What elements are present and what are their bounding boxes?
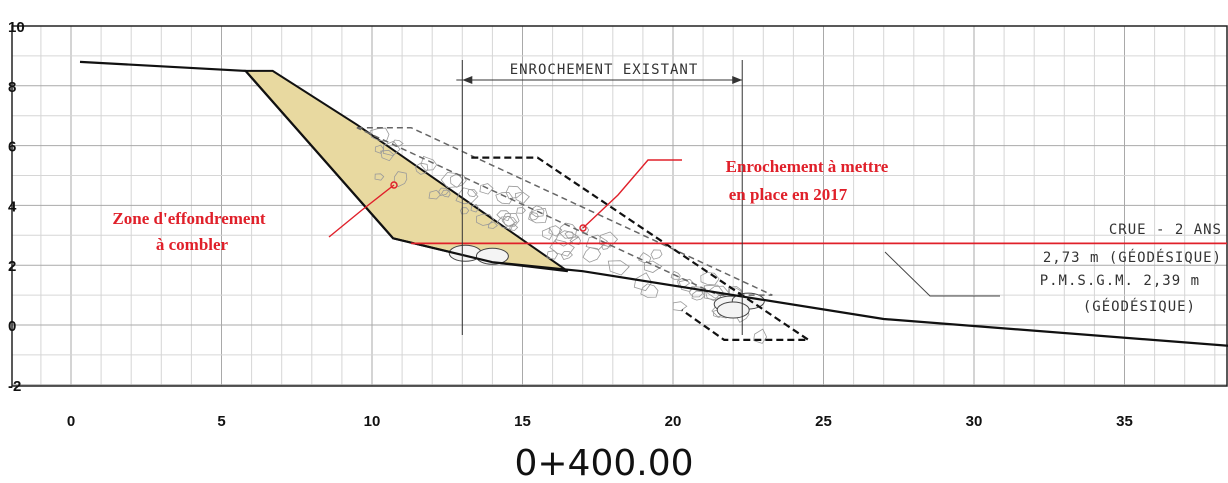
rock xyxy=(670,271,681,280)
rock xyxy=(374,144,385,154)
y-tick-label: 4 xyxy=(8,198,17,215)
rock xyxy=(640,283,659,298)
x-tick-label: 15 xyxy=(514,413,531,430)
rock xyxy=(585,234,609,251)
x-tick-label: 25 xyxy=(815,413,832,430)
zone-label-1: Zone d'effondrement xyxy=(112,209,265,228)
y-tick-label: 10 xyxy=(8,19,25,36)
planned-riprap-label-2: en place en 2017 xyxy=(729,185,848,204)
rock xyxy=(501,213,520,227)
rock xyxy=(455,187,479,205)
y-tick-label: 8 xyxy=(8,79,16,96)
planned-riprap-leader xyxy=(582,159,682,229)
rock xyxy=(564,231,574,240)
crue-value-label: 2,73 m (GÉODÉSIQUE) xyxy=(1043,249,1222,266)
geodesique-label: (GÉODÉSIQUE) xyxy=(1083,298,1196,315)
rock xyxy=(414,162,429,175)
rock xyxy=(495,192,514,205)
existing-riprap-outline xyxy=(471,156,813,341)
zone-marker xyxy=(390,181,398,189)
rock xyxy=(541,227,554,241)
rock xyxy=(529,212,539,221)
rock xyxy=(479,183,494,195)
zone-label-2: à combler xyxy=(156,235,229,254)
x-tick-label: 35 xyxy=(1116,413,1133,430)
x-tick-label: 10 xyxy=(364,413,381,430)
rock xyxy=(549,239,575,257)
rock xyxy=(678,278,697,292)
rock xyxy=(560,250,573,260)
y-tick-label: 0 xyxy=(8,318,16,335)
rock xyxy=(496,210,512,222)
rock xyxy=(514,191,530,204)
zone-leader xyxy=(328,184,395,238)
dim-arrow-right xyxy=(732,76,743,84)
rock xyxy=(530,205,545,218)
rock xyxy=(753,328,768,344)
rock xyxy=(467,189,478,198)
station-label: 0+400.00 xyxy=(514,443,693,483)
rock xyxy=(643,260,663,273)
rock xyxy=(470,203,480,213)
planned-riprap-outline xyxy=(356,126,773,296)
rock xyxy=(516,206,526,214)
crue-label: CRUE - 2 ANS xyxy=(1109,222,1222,238)
dim-arrow-left xyxy=(462,76,473,84)
rock xyxy=(440,189,451,198)
x-tick-label: 5 xyxy=(217,413,225,430)
rock xyxy=(700,272,720,286)
existing-riprap-label: ENROCHEMENT EXISTANT xyxy=(510,62,699,78)
rock xyxy=(428,189,441,200)
x-tick-label: 30 xyxy=(966,413,983,430)
rock xyxy=(374,173,385,181)
y-tick-label: -2 xyxy=(8,378,21,395)
rock xyxy=(476,213,495,226)
rock xyxy=(502,215,518,227)
x-tick-label: 0 xyxy=(67,413,75,430)
rock xyxy=(548,225,563,237)
existing-riprap-dimension xyxy=(456,60,743,335)
rock xyxy=(528,207,548,224)
rock xyxy=(460,207,470,215)
rock xyxy=(558,222,578,239)
rock xyxy=(393,171,408,188)
rock xyxy=(607,260,630,276)
rock xyxy=(438,187,450,197)
planned-riprap-label-1: Enrochement à mettre xyxy=(726,157,889,176)
plot-frame xyxy=(11,25,1228,387)
rock xyxy=(633,272,653,292)
rock xyxy=(650,249,663,260)
rock xyxy=(582,247,602,263)
y-tick-label: 6 xyxy=(8,139,16,156)
boulder xyxy=(716,301,750,319)
rock xyxy=(487,221,498,229)
ground-profile xyxy=(79,60,1228,347)
rock xyxy=(508,224,519,231)
pmsgm-leader xyxy=(884,251,1000,297)
x-tick-label: 20 xyxy=(665,413,682,430)
rock xyxy=(420,155,438,171)
planned-riprap-marker xyxy=(579,224,587,232)
pmsgm-label: P.M.S.G.M. 2,39 m xyxy=(1040,273,1200,289)
y-tick-label: 2 xyxy=(8,258,16,275)
rock xyxy=(672,301,688,312)
rock xyxy=(380,149,395,162)
